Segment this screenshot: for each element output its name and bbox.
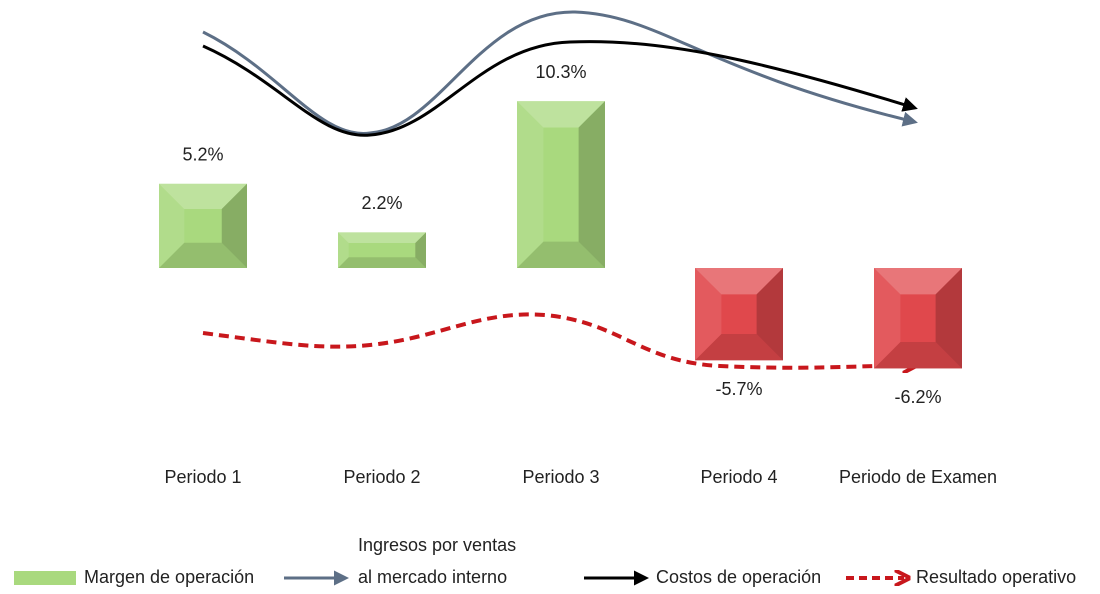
bar-bevel xyxy=(338,232,426,244)
bar xyxy=(695,268,783,361)
bar-bevel xyxy=(517,241,605,268)
legend-item: Resultado operativo xyxy=(846,567,1076,587)
value-label: 10.3% xyxy=(535,62,586,82)
legend-label: Costos de operación xyxy=(656,567,821,587)
bar-bevel xyxy=(874,342,962,369)
bar-bevel xyxy=(935,268,962,369)
bar-bevel xyxy=(517,101,544,268)
bar-bevel xyxy=(415,232,426,268)
legend-swatch xyxy=(14,571,76,585)
bar-group xyxy=(517,101,605,268)
value-label: -5.7% xyxy=(715,379,762,399)
bar-bevel xyxy=(221,183,247,268)
bar-bevel xyxy=(159,242,247,268)
value-label: -6.2% xyxy=(894,387,941,407)
bar xyxy=(517,101,605,268)
legend-label: Resultado operativo xyxy=(916,567,1076,587)
bar-bevel xyxy=(695,268,783,295)
bar xyxy=(159,183,247,268)
bar-bevel xyxy=(874,268,901,369)
bar-bevel xyxy=(338,232,349,268)
x-tick-label: Periodo de Examen xyxy=(839,467,997,487)
bar-group xyxy=(338,232,426,268)
bar-group xyxy=(159,183,247,268)
trend-costs xyxy=(202,40,918,137)
bar-bevel xyxy=(159,183,185,268)
bar-bevel xyxy=(695,333,783,361)
bar-bevel xyxy=(874,268,962,295)
value-label: 2.2% xyxy=(361,193,402,213)
bar-bevel xyxy=(695,268,722,361)
bar-bevel xyxy=(578,101,605,268)
legend-label: Margen de operación xyxy=(84,567,254,587)
bar-bevel xyxy=(159,183,247,210)
bar xyxy=(338,232,426,268)
bar-bevel xyxy=(756,268,783,361)
x-tick-label: Periodo 3 xyxy=(522,467,599,487)
legend-item: Costos de operación xyxy=(584,567,821,587)
bar-bevel xyxy=(338,257,426,268)
value-label: 5.2% xyxy=(182,145,223,165)
bar-group xyxy=(695,268,783,361)
x-tick-label: Periodo 2 xyxy=(343,467,420,487)
legend-label: al mercado interno xyxy=(358,567,507,587)
bar-bevel xyxy=(517,101,605,128)
bar xyxy=(874,268,962,369)
trend-result xyxy=(202,312,912,367)
legend-item: Margen de operación xyxy=(14,567,254,587)
bar-group xyxy=(874,268,962,369)
x-tick-label: Periodo 1 xyxy=(164,467,241,487)
x-tick-label: Periodo 4 xyxy=(700,467,777,487)
legend-item: Ingresos por ventas al mercado interno xyxy=(284,535,516,587)
legend-label: Ingresos por ventas xyxy=(358,535,516,555)
